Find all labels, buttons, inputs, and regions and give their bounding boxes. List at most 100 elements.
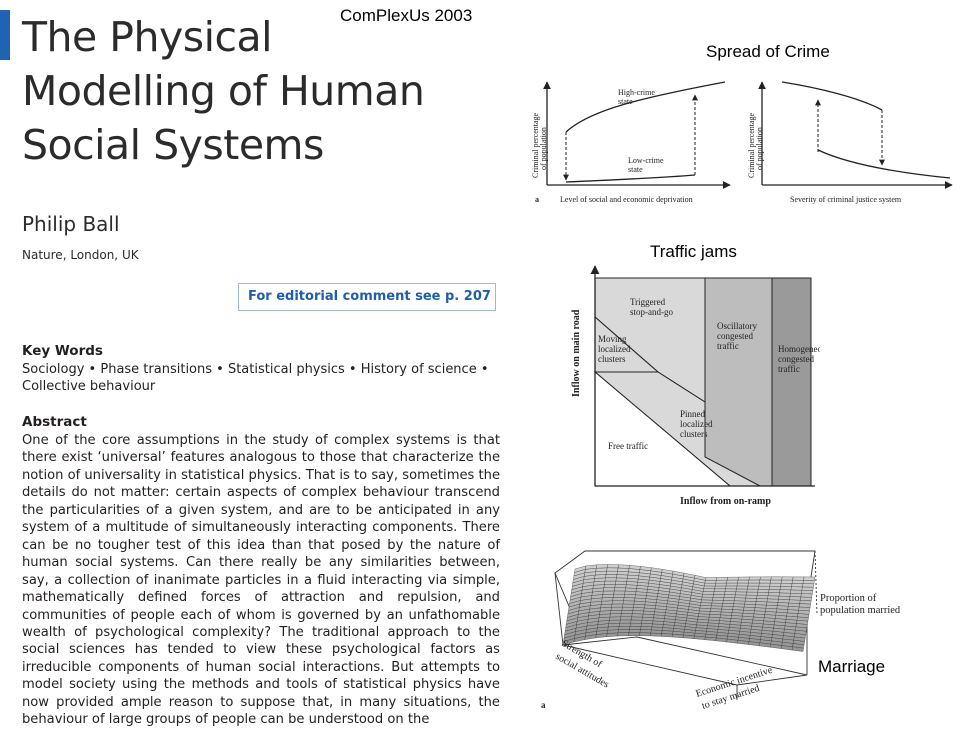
crime-figure: High-crime state Low-crime state Crimina… <box>531 81 953 204</box>
title-line-3: Social Systems <box>22 121 324 169</box>
surface-cell <box>705 577 718 581</box>
surface-cell <box>779 589 792 594</box>
surface-cell <box>632 610 644 615</box>
surface-cell <box>734 597 746 602</box>
region-oscillatory-1: Oscillatory <box>717 321 757 331</box>
surface-cell <box>701 594 714 598</box>
surface-cell <box>710 605 723 610</box>
surface-cell <box>713 591 726 595</box>
surface-cell <box>744 597 757 602</box>
surface-cell <box>768 589 781 593</box>
author-name: Philip Ball <box>22 212 120 236</box>
surface-cell <box>628 629 641 633</box>
surface-cell <box>605 570 618 575</box>
low-crime-label-2: state <box>628 165 643 174</box>
surface-cell <box>619 619 632 624</box>
surface-cell <box>615 577 628 582</box>
region-triggered-2: stop-and-go <box>630 307 673 317</box>
surface-cell <box>766 598 779 603</box>
region-moving-2: localized <box>598 344 631 354</box>
surface-cell <box>714 582 727 587</box>
surface-cell <box>701 596 714 601</box>
surface-cell <box>802 580 815 584</box>
region-oscillatory-3: traffic <box>717 341 739 351</box>
crime-right-high-curve <box>781 81 883 111</box>
surface-cell <box>780 579 793 584</box>
surface-cell <box>802 583 815 588</box>
surface-cell <box>630 616 643 621</box>
surface-cell <box>725 582 738 587</box>
surface-cell <box>801 586 814 591</box>
marriage-box-bottom <box>562 636 808 686</box>
surface-cell <box>704 580 717 584</box>
marriage-panel-label: a <box>541 700 546 710</box>
marriage-z-label-1: Proportion of <box>820 593 877 604</box>
crime-right-low-curve <box>817 149 951 179</box>
region-pinned-2: localized <box>680 419 713 429</box>
author-affiliation: Nature, London, UK <box>22 248 139 262</box>
surface-cell <box>609 613 622 618</box>
surface-cell <box>612 593 625 598</box>
surface-cell <box>716 577 728 581</box>
surface-cell <box>630 619 643 624</box>
surface-cell <box>703 585 716 589</box>
surface-cell <box>724 588 737 592</box>
crime-right-xlabel: Severity of criminal justice system <box>790 195 902 204</box>
surface-cell <box>622 600 635 605</box>
surface-cell <box>623 597 636 602</box>
surface-cell <box>618 622 631 627</box>
surface-cell <box>769 582 782 587</box>
surface-cell <box>767 592 780 597</box>
surface-cell <box>778 595 791 600</box>
paper-title: The Physical Modelling of Human Social S… <box>22 10 425 172</box>
surface-cell <box>711 602 724 607</box>
surface-cell <box>615 580 628 585</box>
surface-cell <box>596 564 608 569</box>
editorial-box <box>238 283 496 311</box>
surface-cell <box>629 626 642 630</box>
surface-cell <box>613 590 626 595</box>
surface-cell <box>606 567 619 572</box>
surface-cell <box>744 600 757 605</box>
surface-cell <box>756 592 769 596</box>
surface-cell <box>604 577 617 582</box>
surface-cell <box>792 576 805 581</box>
surface-cell <box>726 576 739 581</box>
region-homogeneous-1: Homogeneous <box>778 344 820 354</box>
surface-cell <box>610 606 623 611</box>
surface-cell <box>618 626 631 630</box>
crime-left-ylabel-1: Criminal percentage <box>531 112 540 178</box>
abstract-text: One of the core assumptions in the study… <box>22 433 500 728</box>
surface-cell <box>778 592 791 597</box>
surface-cell <box>756 595 769 599</box>
region-moving-3: clusters <box>598 354 626 364</box>
surface-cell <box>702 588 715 592</box>
surface-cell <box>611 600 624 605</box>
crime-left-xlabel: Level of social and economic deprivation <box>560 195 693 204</box>
traffic-figure: Triggered stop-and-go Moving localized c… <box>571 265 820 507</box>
surface-cell <box>617 564 630 569</box>
editorial-note[interactable]: For editorial comment see p. 207 <box>248 289 491 304</box>
traffic-xlabel: Inflow from on-ramp <box>680 496 771 507</box>
surface-cell <box>780 583 793 587</box>
surface-cell <box>734 594 747 599</box>
surface-cell <box>602 590 615 595</box>
surface-cell <box>803 576 816 581</box>
surface-cell <box>768 586 781 590</box>
crime-right-ylabel-2: of population <box>755 127 764 170</box>
keywords-heading: Key Words <box>22 343 103 359</box>
region-homogeneous-2: congested <box>778 354 814 364</box>
marriage-z-label-2: population married <box>820 605 901 616</box>
high-crime-label-1: High-crime <box>618 88 655 97</box>
high-crime-label-2: state <box>618 97 633 106</box>
surface-cell <box>800 593 813 598</box>
surface-cell <box>621 610 634 614</box>
surface-cell <box>801 590 814 595</box>
marriage-surface <box>562 564 816 652</box>
surface-cell <box>781 576 794 581</box>
surface-cell <box>737 579 750 584</box>
surface-cell <box>608 619 621 624</box>
surface-cell <box>746 588 759 593</box>
surface-cell <box>748 576 761 581</box>
surface-cell <box>725 585 738 590</box>
